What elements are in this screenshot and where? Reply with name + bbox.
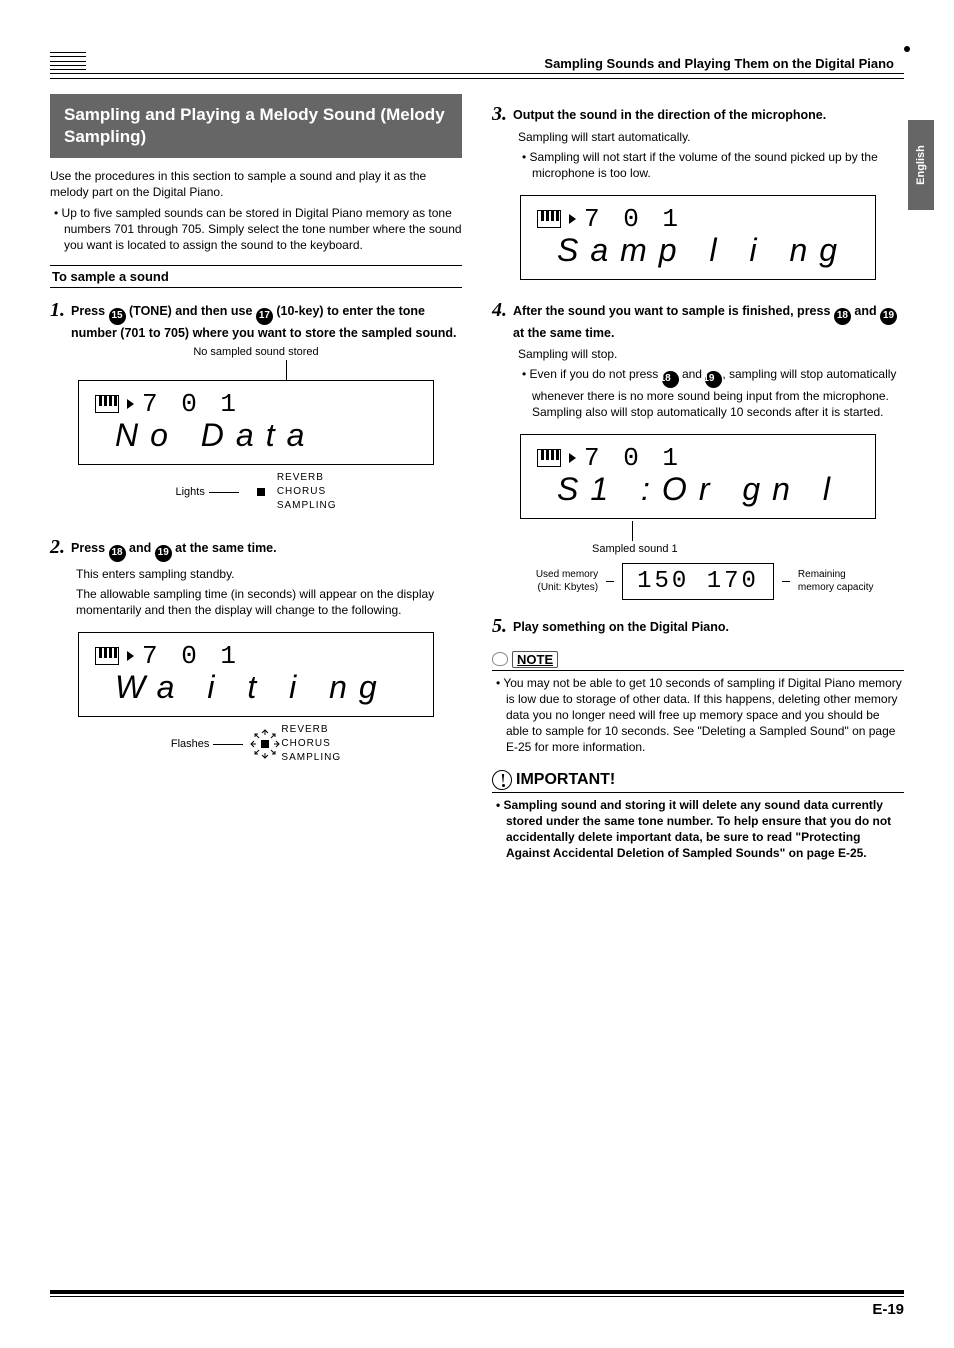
step-3-body: Sampling will start automatically. Sampl… [518, 129, 904, 182]
ref-circle-icon: 19 [155, 545, 172, 562]
indicator-labels: REVERB CHORUS SAMPLING [277, 471, 337, 513]
step-number: 1. [50, 300, 65, 320]
page-footer: E-19 [50, 1290, 904, 1318]
indicator-box: Flashes [156, 723, 356, 765]
important-label: IMPORTANT! [516, 771, 615, 789]
lcd-top-row: 7 0 1 [95, 641, 417, 671]
step-4: 4. After the sound you want to sample is… [492, 300, 904, 342]
step-number: 3. [492, 104, 507, 124]
header-underline [50, 76, 904, 79]
section-title: Sampling Sounds and Playing Them on the … [544, 56, 894, 71]
ref-circle-icon: 18 [109, 545, 126, 562]
callout-line [606, 581, 614, 582]
callout-line [632, 521, 633, 541]
important-icon [492, 770, 512, 790]
step-4-body: Sampling will stop. Even if you do not p… [518, 346, 904, 420]
step-number: 4. [492, 300, 507, 320]
lcd-main-text: No Data [115, 417, 417, 454]
note-heading: NOTE [492, 651, 904, 671]
ref-circle-icon: 19 [880, 308, 897, 325]
intro-bullet: Up to five sampled sounds can be stored … [50, 205, 462, 254]
memory-left-label: Used memory (Unit: Kbytes) [508, 568, 598, 594]
right-column: 3. Output the sound in the direction of … [492, 94, 904, 865]
indicator-callout: Flashes [171, 738, 244, 750]
lcd-top-row: 7 0 1 [95, 389, 417, 419]
lcd-number: 7 0 1 [142, 389, 240, 419]
lcd-display: 7 0 1 No Data [78, 380, 434, 465]
step-2-body: This enters sampling standby. The allowa… [76, 566, 462, 619]
header-decor-lines [50, 50, 86, 72]
left-column: Sampling and Playing a Melody Sound (Mel… [50, 94, 462, 865]
step-number: 2. [50, 537, 65, 557]
sampled-callout: Sampled sound 1 [592, 521, 904, 555]
memory-values: 150 170 [622, 563, 774, 600]
ref-circle-icon: 19 [705, 371, 722, 388]
piano-icon [95, 647, 119, 665]
ref-circle-icon: 15 [109, 308, 126, 325]
page: Sampling Sounds and Playing Them on the … [0, 0, 954, 1348]
arrow-right-icon [127, 399, 134, 409]
flash-arrows-icon [248, 727, 282, 761]
piano-icon [95, 395, 119, 413]
indicator-square-icon [257, 488, 265, 496]
step-text: Output the sound in the direction of the… [513, 104, 904, 125]
lcd-top-row: 7 0 1 [537, 443, 859, 473]
intro-text: Use the procedures in this section to sa… [50, 168, 462, 200]
lcd-number: 7 0 1 [584, 204, 682, 234]
piano-icon [537, 449, 561, 467]
language-tab: English [908, 120, 934, 210]
callout-no-stored: No sampled sound stored [50, 346, 462, 380]
step-3: 3. Output the sound in the direction of … [492, 104, 904, 125]
lcd-number: 7 0 1 [584, 443, 682, 473]
step-text: Press 15 (TONE) and then use 17 (10-key)… [71, 300, 462, 342]
header-dot-icon [904, 46, 910, 52]
lcd-main-text: Samp l i ng [557, 232, 859, 269]
step-2: 2. Press 18 and 19 at the same time. [50, 537, 462, 562]
step-number: 5. [492, 616, 507, 636]
ref-circle-icon: 18 [662, 371, 679, 388]
callout-line [782, 581, 790, 582]
language-label: English [915, 145, 927, 185]
step-1: 1. Press 15 (TONE) and then use 17 (10-k… [50, 300, 462, 342]
page-number: E-19 [50, 1296, 904, 1318]
step-5: 5. Play something on the Digital Piano. [492, 616, 904, 637]
lcd-main-text: Wa i t i ng [115, 669, 417, 706]
note-label: NOTE [512, 651, 558, 668]
step-text: After the sound you want to sample is fi… [513, 300, 904, 342]
memory-display: Used memory (Unit: Kbytes) 150 170 Remai… [492, 563, 904, 600]
callout-line [213, 744, 243, 745]
content-columns: Sampling and Playing a Melody Sound (Mel… [50, 94, 904, 865]
memory-right-label: Remaining memory capacity [798, 568, 888, 594]
callout-line [286, 360, 287, 380]
callout-line [209, 492, 239, 493]
procedure-title: To sample a sound [50, 265, 462, 288]
indicator-labels: REVERB CHORUS SAMPLING [281, 723, 341, 765]
lcd-display: 7 0 1 Samp l i ng [520, 195, 876, 280]
lcd-top-row: 7 0 1 [537, 204, 859, 234]
arrow-right-icon [127, 651, 134, 661]
step-4-bullet: Even if you do not press 18 and 19, samp… [518, 366, 904, 420]
lcd-display: 7 0 1 Wa i t i ng [78, 632, 434, 717]
subheading-box: Sampling and Playing a Melody Sound (Mel… [50, 94, 462, 158]
lcd-display: 7 0 1 S1 :Or gn l [520, 434, 876, 519]
step-text: Play something on the Digital Piano. [513, 616, 904, 637]
arrow-right-icon [569, 214, 576, 224]
note-icon [492, 652, 508, 666]
indicator-callout: Lights [175, 486, 238, 498]
important-heading: IMPORTANT! [492, 770, 904, 793]
note-bullet: You may not be able to get 10 seconds of… [492, 675, 904, 756]
lcd-number: 7 0 1 [142, 641, 240, 671]
section-header: Sampling Sounds and Playing Them on the … [50, 50, 904, 74]
important-bullet: Sampling sound and storing it will delet… [492, 797, 904, 862]
indicator-box: Lights REVERB CHORUS SAMPLING [156, 471, 356, 513]
flash-indicator [261, 740, 269, 748]
lcd-main-text: S1 :Or gn l [557, 471, 859, 508]
ref-circle-icon: 17 [256, 308, 273, 325]
step-text: Press 18 and 19 at the same time. [71, 537, 462, 562]
arrow-right-icon [569, 453, 576, 463]
piano-icon [537, 210, 561, 228]
ref-circle-icon: 18 [834, 308, 851, 325]
